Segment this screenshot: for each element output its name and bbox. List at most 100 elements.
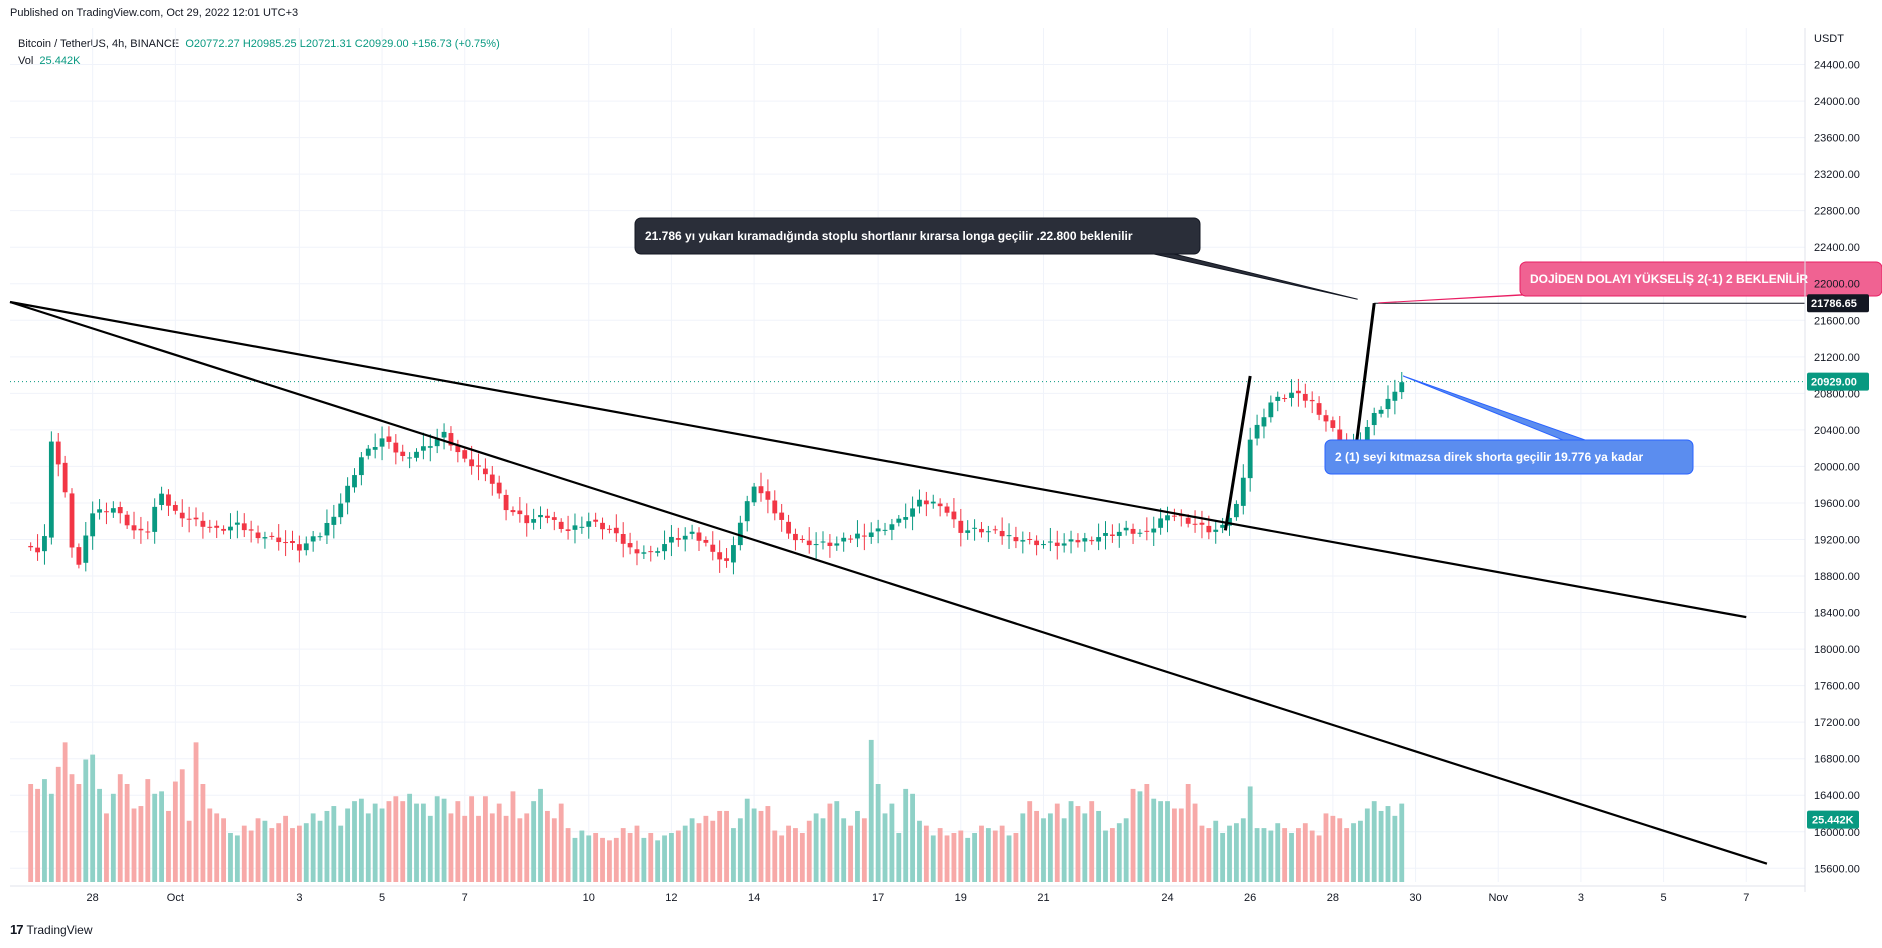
- time-tick-label: 3: [296, 892, 302, 904]
- volume-bar: [545, 810, 550, 882]
- volume-bar: [793, 828, 798, 882]
- candle-body: [565, 529, 571, 531]
- volume-bar: [1275, 823, 1281, 882]
- callout-text: 21.786 yı yukarı kıramadığında stoplu sh…: [645, 229, 1133, 243]
- volume-badge: [1807, 810, 1859, 829]
- candle-body: [600, 522, 605, 530]
- candle-body: [861, 535, 867, 537]
- candle-body: [1151, 528, 1157, 533]
- volume-bar: [737, 818, 743, 882]
- candle-body: [400, 451, 406, 457]
- candle-body: [234, 522, 240, 525]
- candle-body: [641, 552, 647, 554]
- candle-body: [469, 459, 475, 467]
- candle-body: [848, 538, 853, 540]
- volume-bar: [48, 793, 54, 882]
- volume-bar: [248, 830, 254, 882]
- candle-body: [1041, 544, 1046, 546]
- price-tick-label: 18400.00: [1814, 608, 1860, 620]
- volume-bar: [524, 813, 530, 882]
- volume-bar: [186, 820, 192, 882]
- volume-bar: [352, 801, 357, 882]
- candle-body: [937, 503, 943, 507]
- volume-bar: [1240, 818, 1246, 882]
- volume-bar: [131, 808, 137, 882]
- volume-bar: [669, 833, 674, 882]
- volume-bar: [159, 791, 164, 882]
- volume-bar: [1165, 801, 1170, 882]
- candle-body: [958, 520, 964, 533]
- volume-bar: [427, 815, 433, 882]
- volume-bar: [317, 820, 323, 882]
- candle-body: [221, 528, 226, 531]
- candle-body: [1020, 540, 1026, 542]
- candle-body: [999, 530, 1005, 537]
- volume-bar: [241, 825, 247, 882]
- volume-bar: [772, 830, 778, 882]
- price-tick-label: 16400.00: [1814, 790, 1860, 802]
- volume-bar: [1254, 828, 1260, 882]
- candle-body: [930, 501, 936, 504]
- volume-bar: [806, 820, 812, 882]
- volume-bar: [1047, 813, 1053, 882]
- price-axis[interactable]: 15600.00 16000.00 16400.00 16800.00 17200.00…: [1804, 28, 1869, 892]
- candle-body: [793, 533, 798, 541]
- candle-body: [55, 441, 61, 465]
- candle-body: [365, 448, 371, 456]
- time-tick-label: 28: [1327, 892, 1339, 904]
- volume-bar: [1054, 803, 1060, 882]
- candle-body: [1364, 426, 1370, 441]
- volume-bar: [1227, 825, 1232, 882]
- candle-body: [655, 551, 661, 553]
- volume-bar: [744, 798, 750, 882]
- candle-body: [1275, 396, 1281, 401]
- time-tick-label: 5: [379, 892, 385, 904]
- candle-body: [496, 482, 502, 494]
- candle-body: [696, 532, 702, 541]
- candle-body: [228, 526, 233, 531]
- candle-body: [689, 531, 695, 534]
- volume-bar: [379, 808, 385, 882]
- candle-body: [379, 438, 385, 447]
- candle-body: [717, 552, 723, 560]
- volume-bar: [448, 813, 454, 882]
- candle-body: [675, 538, 681, 540]
- volume-bar: [682, 825, 688, 882]
- candle-body: [1385, 398, 1391, 410]
- price-tick-label: 20400.00: [1814, 425, 1860, 437]
- candle-body: [179, 512, 185, 519]
- volume-bar: [69, 774, 75, 882]
- tradingview-logo[interactable]: 17 TradingView: [10, 922, 93, 937]
- volume-bar: [923, 825, 929, 882]
- volume-bar: [896, 833, 902, 882]
- candle-body: [448, 433, 454, 446]
- volume-bar: [972, 833, 977, 882]
- candle-body: [1254, 424, 1260, 439]
- candle-body: [262, 537, 268, 539]
- volume-bar: [462, 815, 468, 882]
- time-tick-label: Nov: [1488, 892, 1508, 904]
- volume-bar: [1378, 810, 1384, 882]
- volume-bar: [985, 828, 991, 882]
- volume-bar: [179, 769, 185, 882]
- volume-bar: [1061, 818, 1067, 882]
- candle-body: [214, 525, 220, 528]
- time-axis[interactable]: 28 Oct 3 5 7 10 12 14 17 19 21 24 26 28 30 Nov 3 5 7: [10, 885, 1805, 904]
- volume-bar: [820, 818, 826, 882]
- volume-bar: [572, 837, 578, 882]
- candle-body: [703, 539, 709, 543]
- legend-low: L20721.31: [299, 38, 352, 50]
- candle-body: [317, 536, 323, 538]
- price-tick-label: 16800.00: [1814, 754, 1860, 766]
- volume-bar: [269, 828, 275, 882]
- candle-body: [1247, 439, 1253, 479]
- candle-body: [1323, 415, 1329, 422]
- candle-body: [917, 499, 922, 507]
- candle-body: [331, 516, 337, 525]
- volume-bar: [855, 810, 860, 882]
- candle-body: [1171, 515, 1177, 517]
- volume-bar: [999, 825, 1005, 882]
- price-badge: [1807, 294, 1869, 313]
- candle-body: [1337, 429, 1343, 446]
